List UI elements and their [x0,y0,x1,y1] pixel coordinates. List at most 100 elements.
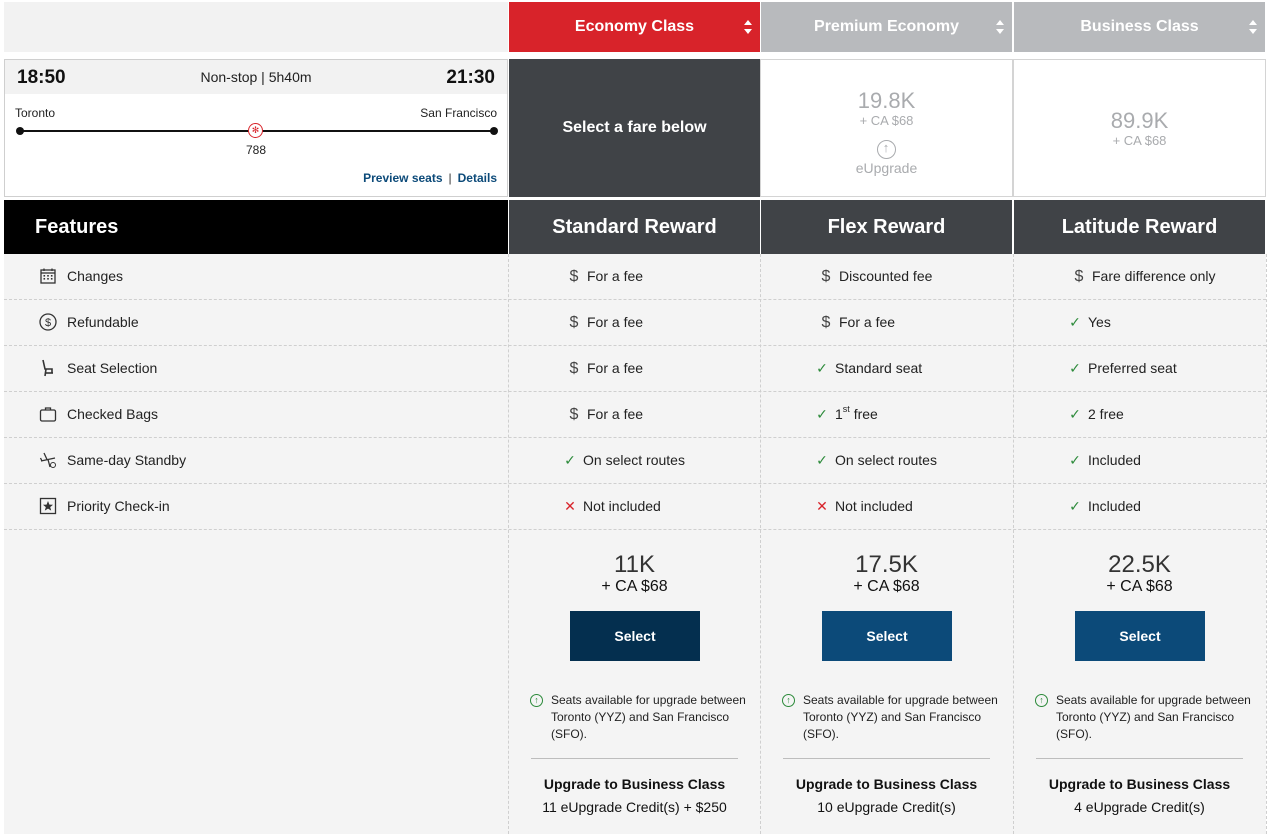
flight-links: Preview seats | Details [363,171,497,185]
tab-business-class[interactable]: Business Class [1014,2,1265,52]
upgrade-title: Upgrade to Business Class [1048,776,1231,792]
feature-value: ✕ Not included [560,498,661,515]
select-button[interactable]: Select [570,611,700,661]
star-box-icon [39,497,57,515]
column-divider [508,254,509,834]
feature-value: ✓ Yes [1065,314,1111,331]
value-text: Not included [835,498,913,514]
value-text: Not included [583,498,661,514]
value-text: For a fee [587,360,644,376]
departure-time: 18:50 [17,67,66,88]
value-text: For a fee [839,314,896,330]
divider [1036,758,1243,759]
aircraft-type: 788 [245,143,267,157]
fare-cash: + CA $68 [853,578,920,595]
tab-label: Premium Economy [814,18,959,35]
business-points: 89.9K [1110,108,1169,133]
value-text: On select routes [835,452,937,468]
business-class-price[interactable]: 89.9K + CA $68 [1013,59,1266,197]
fare-price: 22.5K + CA $68 [1014,552,1265,596]
dollar-icon: $ [569,314,579,331]
fare-cash: + CA $68 [601,578,668,595]
upgrade-note-text: Seats available for upgrade between Toro… [803,693,998,741]
premium-cash: + CA $68 [859,113,914,128]
destination-dot [490,127,498,135]
sort-icon [744,19,752,35]
value-text: Preferred seat [1088,360,1177,376]
flight-duration: Non-stop | 5h40m [200,69,312,85]
upgrade-title: Upgrade to Business Class [795,776,978,792]
feature-value: $ For a fee [564,314,643,332]
tab-premium-economy[interactable]: Premium Economy [761,2,1012,52]
dollar-icon: $ [821,268,831,285]
fare-header-latitude: Latitude Reward [1014,200,1265,254]
dollar-circle-icon: $ [39,313,57,331]
value-text: Standard seat [835,360,923,376]
fare-points: 22.5K [1108,551,1171,578]
preview-seats-link[interactable]: Preview seats [363,171,443,185]
details-link[interactable]: Details [457,171,497,185]
dollar-icon: $ [569,268,579,285]
upgrade-note: ↑ Seats available for upgrade between Tor… [1035,692,1262,743]
feature-value: $ Fare difference only [1069,268,1216,286]
feature-value: ✓ Included [1065,498,1141,515]
check-icon: ✓ [1069,498,1081,514]
feature-value: ✓ On select routes [812,452,937,469]
feature-row: Changes $ For a fee $ Discounted fee $ Fare di… [4,254,1266,300]
feature-label: Checked Bags [67,406,159,422]
fare-price: 11K + CA $68 [509,552,760,596]
upgrade-arrow-icon [877,140,896,159]
tab-economy-class[interactable]: Economy Class [509,2,760,52]
cross-icon: ✕ [564,498,576,514]
feature-value: $ For a fee [816,314,895,332]
value-text: Discounted fee [839,268,933,284]
sort-icon [1249,19,1257,35]
value-text: On select routes [583,452,685,468]
value-text: For a fee [587,406,644,422]
fare-cash: + CA $68 [1106,578,1173,595]
origin-dot [16,127,24,135]
select-button[interactable]: Select [822,611,952,661]
fare-points: 17.5K [855,551,918,578]
features-header: Features [4,200,508,254]
flight-times-bar: 18:50 Non-stop | 5h40m 21:30 [5,60,507,94]
check-icon: ✓ [816,406,828,422]
upgrade-credits: 11 eUpgrade Credit(s) + $250 [542,799,727,815]
ordinal-suffix: st [842,404,850,414]
calendar-icon [39,267,57,285]
check-icon: ✓ [564,452,576,468]
business-cash: + CA $68 [1112,133,1167,148]
premium-points: 19.8K [857,88,916,113]
column-divider [1266,254,1267,834]
feature-label: Same-day Standby [67,452,187,468]
feature-value: ✓ Preferred seat [1065,360,1177,377]
select-button[interactable]: Select [1075,611,1205,661]
upgrade-credits: 4 eUpgrade Credit(s) [1074,799,1205,815]
check-icon: ✓ [1069,360,1081,376]
upgrade-credits: 10 eUpgrade Credit(s) [817,799,956,815]
upgrade-note-text: Seats available for upgrade between Toro… [1056,693,1251,741]
dollar-icon: $ [821,314,831,331]
feature-value: ✓ Standard seat [812,360,922,377]
fare-header-flex: Flex Reward [761,200,1012,254]
maple-leaf-icon: ✻ [248,123,263,138]
value-text: Included [1088,498,1141,514]
fare-header-standard: Standard Reward [509,200,760,254]
premium-economy-price[interactable]: 19.8K + CA $68 eUpgrade [760,59,1013,197]
divider [783,758,990,759]
upgrade-note: ↑ Seats available for upgrade between Tor… [530,692,757,743]
select-fare-text: Select a fare below [562,119,707,136]
fare-price: 17.5K + CA $68 [761,552,1012,596]
value-text: For a fee [587,314,644,330]
origin-city: Toronto [15,106,56,120]
link-separator: | [448,171,452,185]
feature-value: ✓ 2 free [1065,406,1124,423]
economy-select-prompt: Select a fare below [509,59,760,197]
value-text: Yes [1088,314,1111,330]
feature-row: Checked Bags $ For a fee ✓ 1st free ✓ 2 free [4,392,1266,438]
seat-icon [39,359,57,377]
value-text-after: free [849,406,878,422]
upgrade-arrow-icon: ↑ [530,694,543,707]
feature-value: ✓ Included [1065,452,1141,469]
upgrade-note: ↑ Seats available for upgrade between Tor… [782,692,1009,743]
